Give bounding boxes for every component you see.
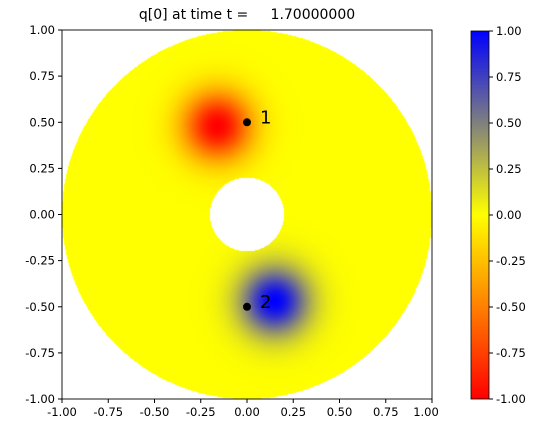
y-tick: 0.75 [29, 69, 62, 83]
colorbar-tick: 0.25 [489, 162, 522, 176]
colorbar-tick: 0.75 [489, 70, 522, 84]
heatmap-image [62, 30, 432, 399]
x-tick: -0.50 [140, 399, 170, 419]
x-tick-label: 1.00 [413, 405, 439, 419]
y-tick: -1.00 [25, 392, 62, 406]
colorbar-tick: -0.75 [489, 346, 526, 360]
y-tick-label: 0.00 [29, 208, 55, 222]
colorbar-tick-label: -0.50 [496, 300, 526, 314]
colorbar [470, 30, 490, 400]
x-tick-label: -0.25 [186, 405, 216, 419]
x-tick: 0.25 [280, 399, 306, 419]
x-tick-label: 0.25 [280, 405, 306, 419]
y-tick-label: 0.25 [29, 161, 55, 175]
point-label: 2 [260, 292, 271, 313]
point-marker [243, 118, 251, 127]
x-tick-label: 0.00 [234, 405, 260, 419]
colorbar-tick: 1.00 [489, 24, 522, 38]
colorbar-tick: 0.50 [489, 116, 522, 130]
x-tick-label: -1.00 [47, 405, 77, 419]
point-marker [243, 302, 251, 311]
y-tick: -0.25 [25, 254, 62, 268]
y-tick-label: -0.25 [25, 254, 55, 268]
x-tick: 0.75 [373, 399, 399, 419]
colorbar-tick: -0.50 [489, 300, 526, 314]
colorbar-tick-label: -0.75 [496, 346, 526, 360]
y-tick-label: -0.50 [25, 300, 55, 314]
colorbar-tick: -1.00 [489, 392, 526, 406]
x-tick: 0.00 [234, 399, 260, 419]
y-tick: -0.75 [25, 346, 62, 360]
x-tick: -0.25 [186, 399, 216, 419]
point-2: 2 [243, 292, 271, 313]
y-tick-label: -1.00 [25, 392, 55, 406]
y-tick: 0.00 [29, 208, 62, 222]
y-tick-label: 0.50 [29, 115, 55, 129]
x-tick: -0.75 [93, 399, 123, 419]
y-tick-label: 0.75 [29, 69, 55, 83]
colorbar-tick-label: 1.00 [496, 24, 522, 38]
y-tick-label: 1.00 [29, 23, 55, 37]
colorbar-tick-label: 0.25 [496, 162, 522, 176]
x-tick: 0.50 [327, 399, 353, 419]
x-tick-label: 0.50 [327, 405, 353, 419]
y-tick: 1.00 [29, 23, 62, 37]
x-tick: -1.00 [47, 399, 77, 419]
colorbar-tick-label: -0.25 [496, 254, 526, 268]
y-tick: 0.25 [29, 161, 62, 175]
colorbar-tick-label: -1.00 [496, 392, 526, 406]
colorbar-tick: 0.00 [489, 208, 522, 222]
chart-title: q[0] at time t = 1.70000000 [139, 7, 355, 23]
colorbar-tick: -0.25 [489, 254, 526, 268]
colorbar-ticks: 1.00 0.75 0.50 0.25 0.00 -0.25 -0.50 -0.… [489, 24, 526, 406]
y-tick: 0.50 [29, 115, 62, 129]
colorbar-tick-label: 0.75 [496, 70, 522, 84]
y-tick: -0.50 [25, 300, 62, 314]
x-axis: -1.00 -0.75 -0.50 -0.25 0.00 0.25 0.50 0… [47, 399, 439, 419]
x-tick-label: -0.50 [140, 405, 170, 419]
y-tick-label: -0.75 [25, 346, 55, 360]
x-tick-label: -0.75 [93, 405, 123, 419]
colorbar-tick-label: 0.00 [496, 208, 522, 222]
x-tick-label: 0.75 [373, 405, 399, 419]
point-1: 1 [243, 108, 271, 129]
colorbar-tick-label: 0.50 [496, 116, 522, 130]
y-axis: 1.00 0.75 0.50 0.25 0.00 -0.25 -0.50 -0.… [25, 23, 62, 406]
x-tick: 1.00 [413, 399, 439, 419]
point-label: 1 [260, 108, 271, 129]
